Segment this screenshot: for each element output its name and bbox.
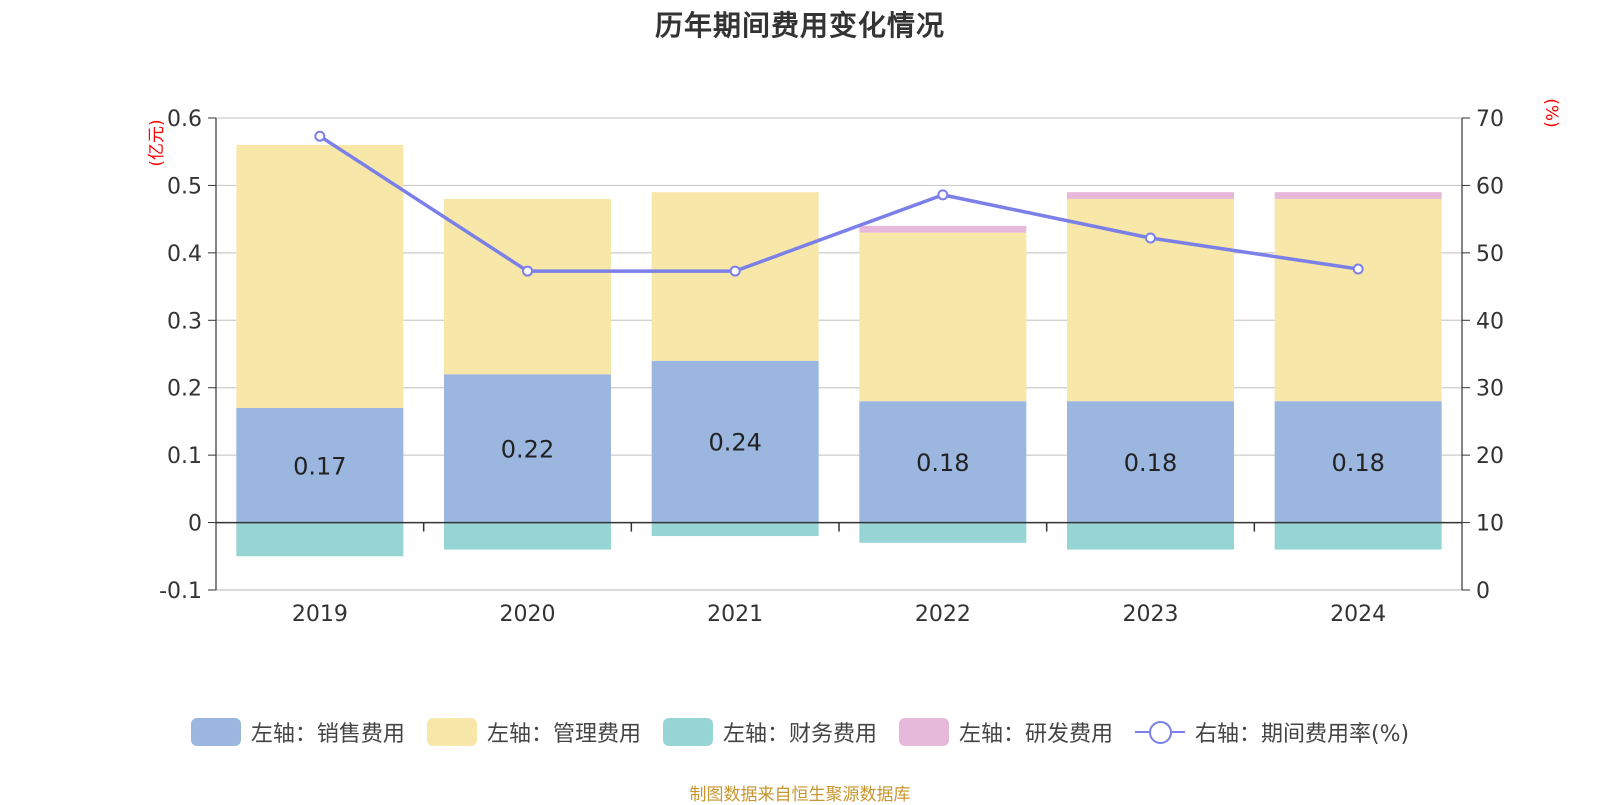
bar-2019-series-2: [236, 522, 404, 557]
left-axis-tick-label: 0.2: [167, 377, 202, 402]
bar-2022-series-2: [859, 522, 1027, 543]
left-axis-tick-label: -0.1: [159, 579, 202, 604]
bar-data-label: 0.24: [708, 429, 761, 457]
expense-ratio-point-2023: [1145, 232, 1156, 244]
bar-2020-series-2: [444, 522, 611, 550]
legend-item-finance[interactable]: 左轴：财务费用: [662, 716, 877, 748]
legend-item-expense-ratio[interactable]: 右轴：期间费用率(%): [1134, 716, 1410, 748]
right-axis-tick-label: 70: [1476, 107, 1504, 132]
bar-data-label: 0.18: [916, 449, 969, 477]
right-axis-tick-label: 50: [1476, 242, 1504, 267]
expense-ratio-point-2022: [937, 189, 949, 201]
left-axis-tick-label: 0.3: [167, 309, 202, 334]
x-axis-category-label: 2024: [1330, 602, 1386, 627]
legend-swatch-expense-ratio: [1134, 718, 1185, 746]
left-axis-tick-label: 0: [188, 512, 202, 537]
bar-2024-series-0: [1274, 401, 1442, 523]
bar-2019-series-0: [236, 407, 404, 523]
bar-2019-series-1: [236, 144, 404, 408]
legend-label-admin: 左轴：管理费用: [486, 722, 641, 747]
bar-2021-series-2: [651, 522, 819, 537]
x-axis-category-label: 2021: [707, 602, 763, 627]
bar-2020-series-1: [444, 198, 611, 375]
left-axis-tick-label: 0.1: [167, 444, 202, 469]
left-axis-unit-label: (亿元): [147, 119, 167, 166]
legend-swatch-rnd: [898, 718, 949, 746]
right-axis-tick-label: 20: [1476, 444, 1504, 469]
legend-label-rnd: 左轴：研发费用: [958, 722, 1113, 747]
legend-label-expense-ratio: 右轴：期间费用率(%): [1194, 722, 1410, 747]
source-note: 制图数据来自恒生聚源数据库: [689, 785, 911, 805]
expense-ratio-line: [318, 134, 1359, 273]
legend-item-admin[interactable]: 左轴：管理费用: [426, 716, 641, 748]
x-axis-category-label: 2022: [915, 602, 971, 627]
legend-item-sales[interactable]: 左轴：销售费用: [190, 716, 405, 748]
left-axis-tick-label: 0.4: [167, 242, 202, 267]
legend-label-sales: 左轴：销售费用: [250, 722, 405, 747]
bar-2023-series-1: [1067, 198, 1234, 402]
legend-label-finance: 左轴：财务费用: [722, 722, 877, 747]
bar-2022-series-3: [859, 225, 1027, 233]
right-axis-tick-label: 0: [1476, 579, 1490, 604]
bar-data-label: 0.17: [293, 452, 346, 480]
legend-item-rnd[interactable]: 左轴：研发费用: [898, 716, 1113, 748]
bar-2023-series-3: [1067, 192, 1234, 199]
x-axis-category-label: 2020: [500, 602, 556, 627]
legend-swatch-sales: [190, 718, 241, 746]
x-axis-category-label: 2023: [1123, 602, 1179, 627]
bar-data-label: 0.18: [1124, 449, 1177, 477]
expense-ratio-point-2020: [522, 265, 533, 277]
expense-ratio-point-2019: [314, 130, 326, 142]
chart-legend: 左轴：销售费用 左轴：管理费用 左轴：财务费用 左轴：研发费用 右轴：期间费用率…: [0, 716, 1600, 748]
bar-2021-series-0: [651, 360, 819, 523]
bar-2022-series-0: [859, 401, 1027, 523]
legend-swatch-finance: [662, 718, 713, 746]
right-axis-tick-label: 40: [1476, 309, 1504, 334]
x-axis-category-label: 2019: [292, 602, 348, 627]
bar-data-label: 0.22: [501, 435, 554, 463]
bar-2024-series-2: [1274, 522, 1442, 550]
bar-2020-series-0: [444, 374, 611, 523]
bar-2024-series-1: [1274, 198, 1442, 402]
bar-2024-series-3: [1274, 192, 1442, 199]
chart-plot: -0.1 0 0.1 0.2 0.3 0.4 0.5 0.6 0 10 20 30 40 50 60 70 0.…: [147, 98, 1561, 627]
expense-ratio-point-2021: [729, 265, 741, 277]
expense-ratio-point-2024: [1352, 263, 1364, 275]
right-axis-tick-label: 10: [1476, 512, 1504, 537]
right-axis-unit-label: (%): [1541, 98, 1561, 127]
right-axis-tick-label: 30: [1476, 377, 1504, 402]
bar-2022-series-1: [859, 232, 1027, 402]
right-axis-tick-label: 60: [1476, 174, 1504, 199]
bar-data-label: 0.18: [1331, 449, 1384, 477]
bar-2023-series-2: [1067, 522, 1234, 550]
left-axis-tick-label: 0.6: [167, 107, 202, 132]
chart-title: 历年期间费用变化情况: [654, 9, 945, 42]
legend-swatch-admin: [426, 718, 477, 746]
left-axis-tick-label: 0.5: [167, 174, 202, 199]
bar-2023-series-0: [1067, 401, 1234, 523]
